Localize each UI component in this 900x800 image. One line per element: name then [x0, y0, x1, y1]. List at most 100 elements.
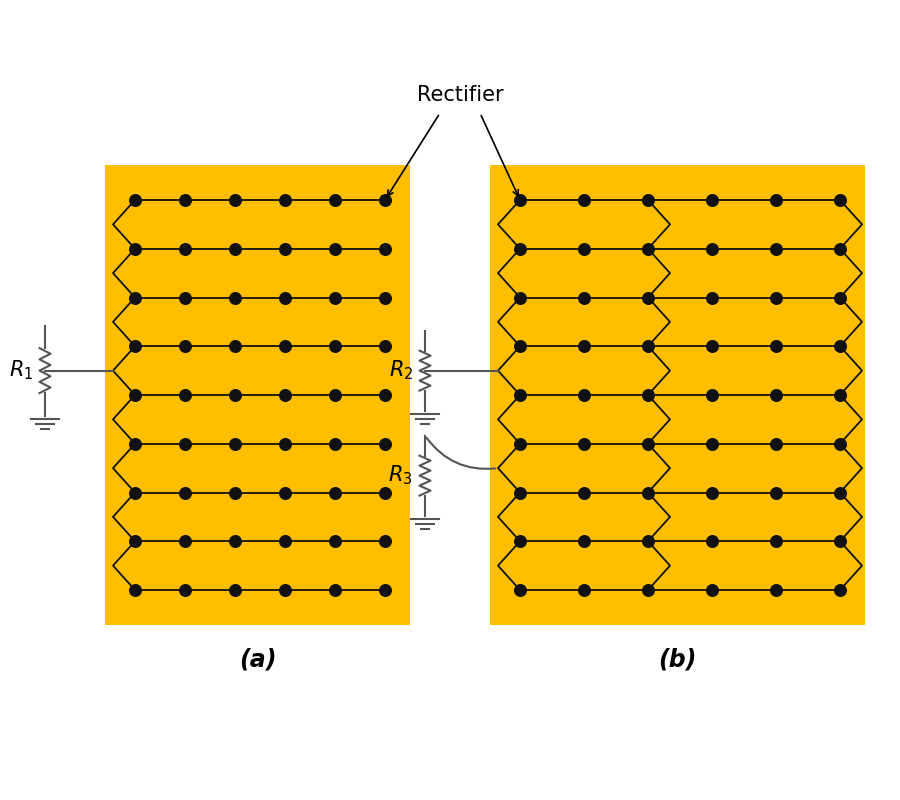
Point	[832, 438, 847, 450]
Point	[128, 242, 142, 255]
Point	[641, 194, 655, 206]
Point	[378, 584, 392, 597]
Point	[178, 438, 193, 450]
Point	[378, 389, 392, 402]
Point	[577, 486, 591, 499]
Point	[705, 535, 719, 548]
Point	[228, 486, 242, 499]
Point	[832, 535, 847, 548]
Point	[278, 486, 293, 499]
Point	[278, 389, 293, 402]
Point	[641, 486, 655, 499]
Point	[128, 438, 142, 450]
Point	[278, 584, 293, 597]
Point	[178, 242, 193, 255]
Point	[832, 291, 847, 304]
Bar	[490, 165, 865, 625]
Bar	[105, 165, 410, 625]
Point	[328, 438, 342, 450]
Point	[378, 486, 392, 499]
Point	[328, 291, 342, 304]
Point	[769, 535, 783, 548]
Point	[705, 194, 719, 206]
Point	[128, 486, 142, 499]
Point	[513, 584, 527, 597]
Point	[178, 486, 193, 499]
Point	[641, 389, 655, 402]
Point	[328, 194, 342, 206]
Point	[378, 438, 392, 450]
Point	[577, 194, 591, 206]
Point	[328, 340, 342, 353]
Point	[228, 242, 242, 255]
Point	[769, 486, 783, 499]
Point	[641, 340, 655, 353]
Point	[328, 389, 342, 402]
Point	[832, 389, 847, 402]
Point	[328, 535, 342, 548]
Point	[832, 340, 847, 353]
Point	[378, 340, 392, 353]
Point	[577, 535, 591, 548]
Point	[705, 584, 719, 597]
Point	[278, 340, 293, 353]
Point	[577, 340, 591, 353]
Point	[178, 535, 193, 548]
Point	[278, 291, 293, 304]
Point	[769, 389, 783, 402]
Point	[128, 340, 142, 353]
Point	[769, 194, 783, 206]
Point	[769, 291, 783, 304]
Point	[705, 291, 719, 304]
Point	[128, 584, 142, 597]
Point	[769, 242, 783, 255]
Point	[328, 242, 342, 255]
Point	[278, 438, 293, 450]
Point	[378, 242, 392, 255]
Text: $R_2$: $R_2$	[389, 359, 413, 382]
Point	[328, 486, 342, 499]
Point	[513, 242, 527, 255]
Point	[513, 291, 527, 304]
Point	[278, 242, 293, 255]
Point	[641, 535, 655, 548]
Point	[513, 535, 527, 548]
Point	[641, 584, 655, 597]
Point	[128, 389, 142, 402]
Point	[378, 291, 392, 304]
Text: $R_1$: $R_1$	[9, 359, 33, 382]
Point	[228, 340, 242, 353]
Point	[378, 535, 392, 548]
Point	[328, 584, 342, 597]
Point	[513, 486, 527, 499]
Point	[577, 438, 591, 450]
Point	[378, 194, 392, 206]
Point	[178, 340, 193, 353]
Point	[228, 389, 242, 402]
Point	[577, 291, 591, 304]
Point	[278, 535, 293, 548]
Point	[769, 584, 783, 597]
Point	[769, 340, 783, 353]
Point	[769, 438, 783, 450]
Point	[832, 242, 847, 255]
Point	[577, 242, 591, 255]
Point	[178, 584, 193, 597]
Point	[705, 242, 719, 255]
Point	[228, 194, 242, 206]
Point	[178, 389, 193, 402]
Point	[832, 194, 847, 206]
Point	[832, 584, 847, 597]
Point	[228, 584, 242, 597]
Text: $R_3$: $R_3$	[389, 464, 413, 487]
Point	[513, 340, 527, 353]
Point	[178, 194, 193, 206]
Point	[705, 340, 719, 353]
Point	[278, 194, 293, 206]
Point	[513, 438, 527, 450]
Point	[641, 291, 655, 304]
Point	[128, 291, 142, 304]
Point	[705, 438, 719, 450]
Point	[832, 486, 847, 499]
Point	[178, 291, 193, 304]
